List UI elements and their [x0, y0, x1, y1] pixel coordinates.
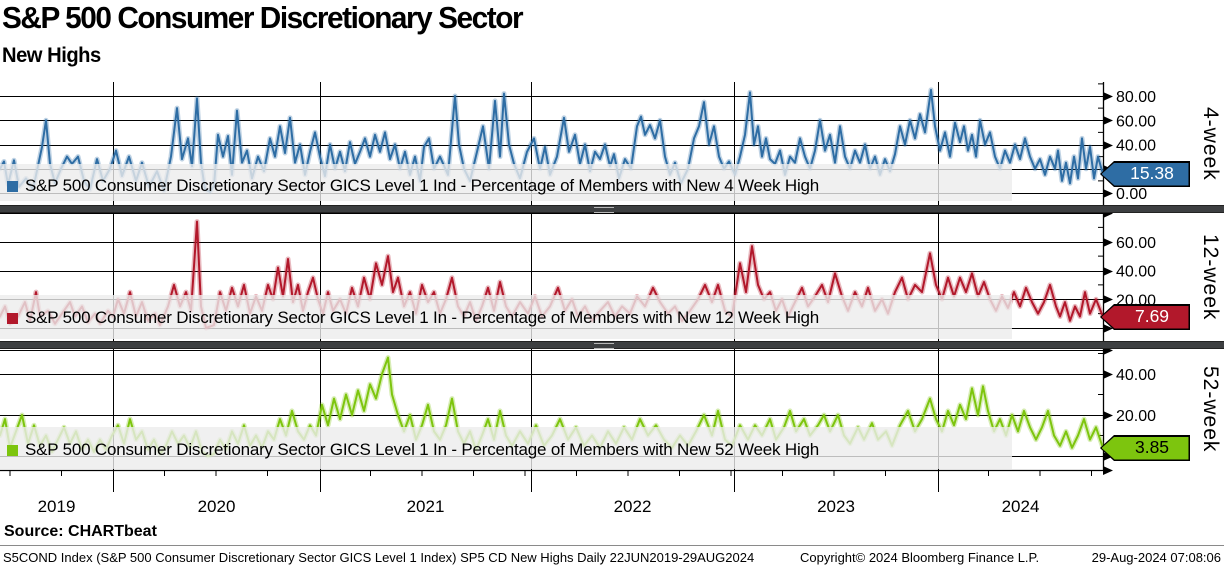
legend-label-12-week: S&P 500 Consumer Discretionary Sector GI…: [25, 308, 820, 327]
svg-text:40.00: 40.00: [1116, 138, 1156, 155]
legend-item-4-week[interactable]: S&P 500 Consumer Discretionary Sector GI…: [7, 176, 819, 196]
legend-item-52-week[interactable]: S&P 500 Consumer Discretionary Sector GI…: [7, 440, 819, 460]
divider-handle-icon[interactable]: [594, 343, 614, 349]
panel-divider-1[interactable]: [0, 205, 1224, 213]
svg-text:2022: 2022: [614, 497, 652, 516]
tag-fill: [1101, 305, 1189, 329]
timestamp: 29-Aug-2024 07:08:06: [1091, 550, 1221, 565]
copyright-note: Copyright© 2024 Bloomberg Finance L.P.: [800, 550, 1040, 565]
svg-text:40.00: 40.00: [1116, 264, 1156, 281]
legend-marker-4-week: [7, 180, 18, 192]
legend-strip-12-week: [0, 295, 1012, 339]
legend-label-52-week: S&P 500 Consumer Discretionary Sector GI…: [25, 440, 820, 459]
legend-item-12-week[interactable]: S&P 500 Consumer Discretionary Sector GI…: [7, 308, 819, 328]
last-value-tag-52-week: 3.85: [1100, 435, 1190, 461]
tag-fill: [1101, 436, 1189, 460]
svg-text:0.00: 0.00: [1116, 186, 1147, 203]
legend-label-4-week: S&P 500 Consumer Discretionary Sector GI…: [25, 176, 820, 195]
legend-marker-52-week: [7, 444, 18, 456]
svg-text:60.00: 60.00: [1116, 113, 1156, 130]
last-value-tag-4-week: 15.38: [1100, 161, 1190, 187]
page-subtitle: New Highs: [2, 44, 101, 67]
svg-text:40.00: 40.00: [1116, 367, 1156, 384]
axis-label-12-week: 12-week: [1199, 233, 1222, 321]
svg-text:60.00: 60.00: [1116, 235, 1156, 252]
svg-text:20.00: 20.00: [1116, 408, 1156, 425]
axis-label-4-week: 4-week: [1199, 106, 1222, 181]
legend-strip-4-week: [0, 164, 1012, 201]
last-value-52-week: 3.85: [1134, 437, 1170, 457]
tag-fill: [1101, 162, 1189, 186]
divider-handle-icon[interactable]: [594, 207, 614, 213]
source-note: Source: CHARTbeat: [4, 523, 157, 540]
svg-text:2021: 2021: [407, 497, 445, 516]
legend-marker-12-week: [7, 312, 18, 324]
page-title: S&P 500 Consumer Discretionary Sector: [2, 0, 524, 35]
svg-text:2020: 2020: [198, 497, 236, 516]
svg-text:2019: 2019: [38, 497, 76, 516]
legend-strip-52-week: [0, 427, 1012, 469]
security-info: S5COND Index (S&P 500 Consumer Discretio…: [3, 550, 755, 565]
panel-divider-2[interactable]: [0, 341, 1224, 349]
svg-text:2023: 2023: [817, 497, 855, 516]
svg-text:2024: 2024: [1002, 497, 1040, 516]
last-value-12-week: 7.69: [1134, 306, 1170, 326]
last-value-tag-12-week: 7.69: [1100, 304, 1190, 330]
last-value-4-week: 15.38: [1130, 163, 1174, 183]
svg-text:80.00: 80.00: [1116, 89, 1156, 106]
footer-bar: S5COND Index (S&P 500 Consumer Discretio…: [0, 545, 1224, 566]
axis-label-52-week: 52-week: [1199, 366, 1222, 453]
